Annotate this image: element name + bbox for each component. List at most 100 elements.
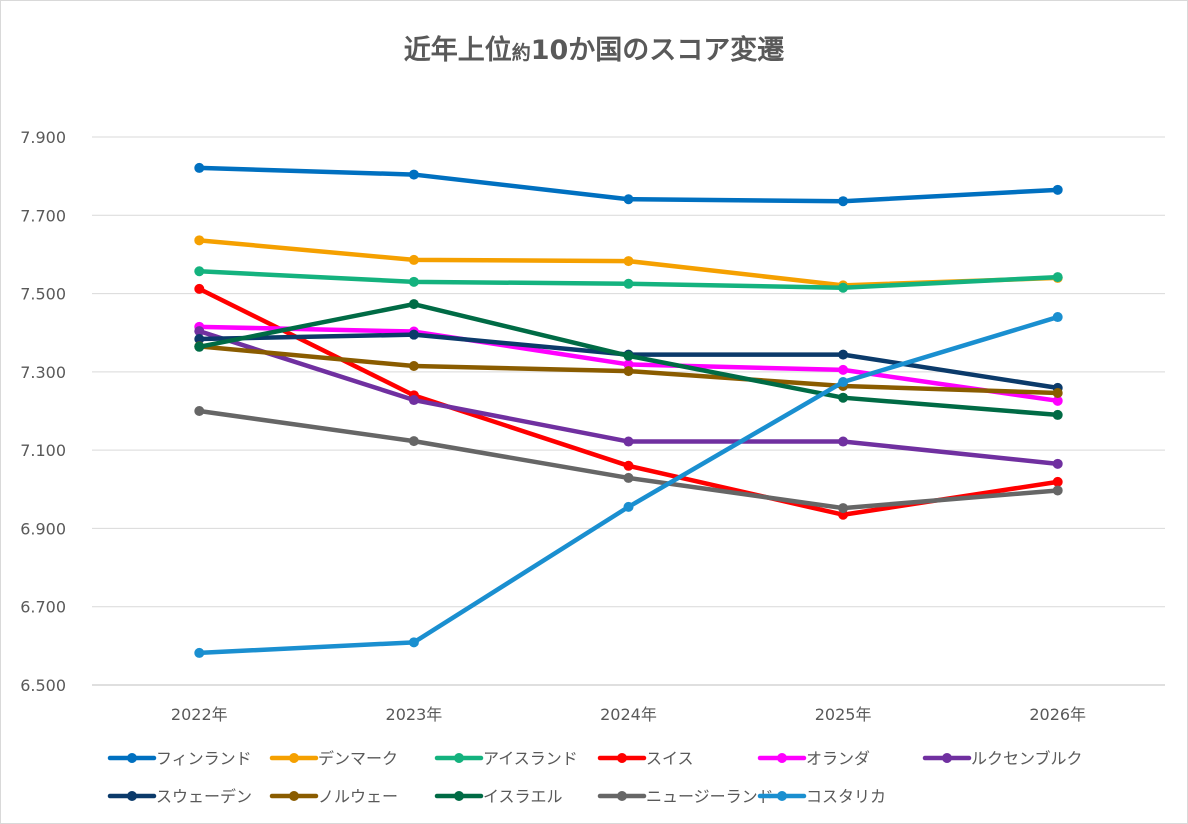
data-point <box>1052 184 1063 195</box>
data-point <box>408 360 419 371</box>
data-point <box>194 235 205 246</box>
data-point <box>194 162 205 173</box>
title-part: 10か国のスコア変遷 <box>530 35 785 66</box>
data-point <box>838 282 849 293</box>
x-tick-label: 2023年 <box>386 705 443 724</box>
legend-label: ニュージーランド <box>646 787 774 806</box>
series-ニュージーランド <box>194 406 1063 514</box>
legend-item: ニュージーランド <box>597 787 774 806</box>
legend-marker <box>454 753 464 763</box>
legend-label: アイスランド <box>483 749 578 768</box>
legend-item: デンマーク <box>269 749 398 768</box>
series-アイスランド <box>194 266 1063 293</box>
data-point <box>1052 387 1063 398</box>
data-point <box>194 266 205 277</box>
data-point <box>194 341 205 352</box>
legend-item: フィンランド <box>107 749 252 768</box>
y-tick-label: 6.900 <box>20 519 66 538</box>
data-point <box>194 326 205 337</box>
data-point <box>623 194 634 205</box>
y-tick-label: 7.300 <box>20 363 66 382</box>
legend-item: ノルウェー <box>269 787 398 806</box>
data-point <box>194 647 205 658</box>
data-point <box>1052 409 1063 420</box>
legend-item: スウェーデン <box>107 787 252 806</box>
data-point <box>1052 312 1063 323</box>
y-tick-label: 7.100 <box>20 441 66 460</box>
y-tick-label: 7.700 <box>20 206 66 225</box>
x-tick-label: 2026年 <box>1029 705 1086 724</box>
x-tick-label: 2025年 <box>815 705 872 724</box>
chart-title: 近年上位約10か国のスコア変遷 <box>0 28 1188 67</box>
data-point <box>408 395 419 406</box>
x-tick-label: 2024年 <box>600 705 657 724</box>
legend-marker <box>127 753 137 763</box>
data-point <box>1052 458 1063 469</box>
data-point <box>408 254 419 265</box>
data-point <box>1052 476 1063 487</box>
legend-label: デンマーク <box>318 749 398 768</box>
data-point <box>408 299 419 310</box>
title-part: 近年上位 <box>403 35 512 66</box>
series-イスラエル <box>194 299 1063 420</box>
data-point <box>408 637 419 648</box>
data-point <box>408 329 419 340</box>
legend-item: スイス <box>597 749 694 768</box>
data-point <box>194 283 205 294</box>
data-point <box>838 364 849 375</box>
data-point <box>838 377 849 388</box>
data-point <box>838 196 849 207</box>
data-point <box>1052 395 1063 406</box>
legend-marker <box>777 753 787 763</box>
data-point <box>623 256 634 267</box>
legend-label: コスタリカ <box>806 787 886 806</box>
data-point <box>623 501 634 512</box>
data-point <box>623 350 634 361</box>
legend-item: ルクセンブルク <box>922 749 1083 768</box>
legend-item: コスタリカ <box>757 787 886 806</box>
data-point <box>623 436 634 447</box>
data-point <box>838 503 849 514</box>
data-point <box>408 276 419 287</box>
legend-item: イスラエル <box>434 787 563 806</box>
legend-item: オランダ <box>757 749 870 768</box>
data-point <box>408 169 419 180</box>
data-point <box>194 333 205 344</box>
y-tick-label: 7.900 <box>20 128 66 147</box>
legend-label: スウェーデン <box>156 787 252 806</box>
series-line <box>197 408 1060 511</box>
data-point <box>623 278 634 289</box>
legend-marker <box>617 753 627 763</box>
legend-label: ノルウェー <box>318 787 398 806</box>
x-tick-label: 2022年 <box>171 705 228 724</box>
data-point <box>408 436 419 447</box>
series-スイス <box>194 283 1063 520</box>
data-point <box>1052 272 1063 283</box>
data-point <box>623 366 634 377</box>
legend-item: アイスランド <box>434 749 578 768</box>
data-point <box>838 436 849 447</box>
legend-marker <box>777 791 787 801</box>
data-point <box>1052 485 1063 496</box>
y-tick-label: 6.700 <box>20 598 66 617</box>
y-tick-label: 7.500 <box>20 285 66 304</box>
y-tick-label: 6.500 <box>20 676 66 695</box>
data-point <box>838 392 849 403</box>
legend-label: ルクセンブルク <box>971 749 1083 768</box>
title-part-small: 約 <box>511 42 531 64</box>
legend-marker <box>289 791 299 801</box>
legend-marker <box>127 791 137 801</box>
data-point <box>194 406 205 416</box>
data-point <box>623 460 634 471</box>
data-point <box>623 472 634 483</box>
legend-marker <box>454 791 464 801</box>
legend-marker <box>617 791 627 801</box>
legend-marker <box>289 753 299 763</box>
legend-label: オランダ <box>806 749 870 768</box>
legend-label: イスラエル <box>483 787 563 806</box>
series-コスタリカ <box>194 312 1063 658</box>
legend-label: スイス <box>646 749 694 768</box>
data-point <box>838 349 849 360</box>
legend-label: フィンランド <box>156 749 252 768</box>
